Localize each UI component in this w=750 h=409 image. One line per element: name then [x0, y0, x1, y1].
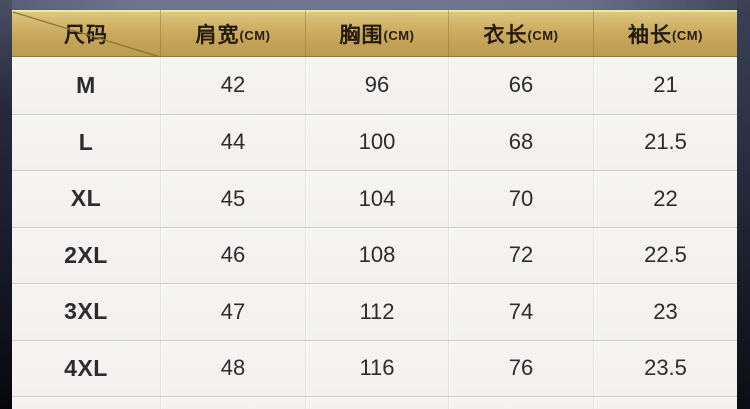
column-header-unit: (CM): [383, 28, 415, 43]
table-row-partial: [12, 396, 737, 409]
table-row-m: M 42 96 66 21: [12, 57, 737, 114]
table-row-3xl: 3XL 47 112 74 23: [12, 283, 737, 340]
top-strip: [0, 0, 750, 10]
value-cell: [448, 397, 593, 409]
header-cell-shoulder: 肩宽 (CM): [160, 10, 305, 57]
value-cell: 23: [593, 284, 737, 340]
value-cell: 47: [160, 284, 305, 340]
column-header-label: 衣长: [483, 23, 528, 47]
column-header-unit: (CM): [527, 28, 559, 43]
column-header-unit: (CM): [672, 28, 703, 43]
header-cell-sleeve: 袖长 (CM): [593, 10, 737, 57]
right-frame-strip: [737, 0, 750, 409]
value-cell: [305, 397, 448, 409]
column-header-label: 肩宽: [195, 23, 240, 47]
value-cell: 44: [160, 114, 305, 170]
column-header-unit: (CM): [239, 28, 271, 43]
value-cell: 74: [448, 284, 593, 340]
value-cell: 72: [448, 227, 593, 283]
value-cell: 42: [160, 57, 305, 114]
value-cell: 108: [305, 227, 448, 283]
value-cell: 46: [160, 227, 305, 283]
column-header-label: 胸围: [339, 23, 384, 47]
size-cell: L: [78, 128, 94, 155]
value-cell: 70: [448, 171, 593, 227]
size-cell: 4XL: [64, 354, 108, 381]
table-row-4xl: 4XL 48 116 76 23.5: [12, 339, 737, 396]
header-cell-length: 衣长 (CM): [448, 10, 593, 57]
value-cell: 68: [448, 114, 593, 170]
size-cell: 3XL: [64, 298, 108, 325]
value-cell: 48: [160, 340, 305, 396]
value-cell: 23.5: [593, 340, 737, 396]
size-cell: 2XL: [64, 241, 108, 268]
column-header-label: 袖长: [628, 23, 673, 47]
header-cell-chest: 胸围 (CM): [305, 10, 448, 57]
column-header-label: 尺码: [64, 23, 108, 47]
size-cell: [12, 397, 160, 409]
value-cell: 45: [160, 171, 305, 227]
header-cell-size: 尺码: [12, 10, 160, 57]
value-cell: 22: [593, 171, 737, 227]
size-chart-table: 尺码 肩宽 (CM) 胸围 (CM) 衣长 (CM) 袖长 (CM) M 42 96 6…: [12, 10, 737, 409]
value-cell: 76: [448, 340, 593, 396]
value-cell: 104: [305, 171, 448, 227]
value-cell: 100: [305, 114, 448, 170]
value-cell: 22.5: [593, 227, 737, 283]
table-row-l: L 44 100 68 21.5: [12, 113, 737, 170]
value-cell: 21: [593, 57, 737, 114]
header-row: 尺码 肩宽 (CM) 胸围 (CM) 衣长 (CM) 袖长 (CM): [12, 10, 737, 57]
value-cell: 21.5: [593, 114, 737, 170]
value-cell: [593, 397, 737, 409]
left-frame-strip: [0, 0, 12, 409]
size-cell: M: [76, 71, 96, 98]
size-cell: XL: [70, 185, 102, 212]
value-cell: 116: [305, 340, 448, 396]
value-cell: 96: [305, 57, 448, 114]
value-cell: 112: [305, 284, 448, 340]
table-row-2xl: 2XL 46 108 72 22.5: [12, 226, 737, 283]
table-row-xl: XL 45 104 70 22: [12, 170, 737, 227]
value-cell: 66: [448, 57, 593, 114]
value-cell: [160, 397, 305, 409]
